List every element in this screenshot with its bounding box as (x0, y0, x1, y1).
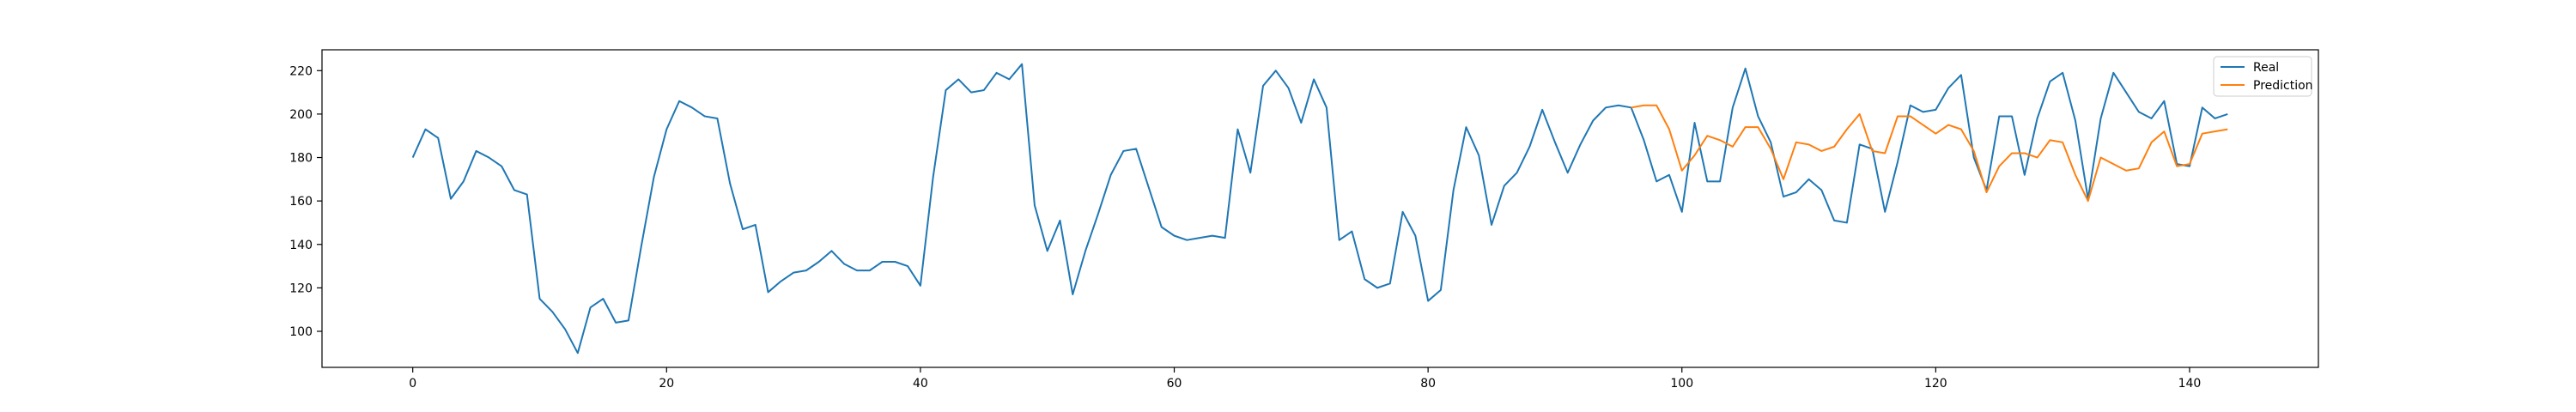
x-tick-label: 40 (913, 377, 928, 391)
y-tick-label: 100 (289, 325, 313, 339)
x-tick-label: 80 (1420, 377, 1436, 391)
y-axis: 100 120 140 160 180 200 220 (289, 64, 322, 339)
x-tick-label: 0 (409, 377, 416, 391)
y-tick-label: 220 (289, 64, 313, 78)
plot-area (322, 50, 2318, 367)
x-tick-label: 120 (1924, 377, 1947, 391)
series-line-prediction (1631, 104, 2228, 203)
x-axis: 0 20 40 60 80 100 120 140 (409, 367, 2201, 391)
legend-label-real: Real (2253, 61, 2279, 75)
x-tick-label: 20 (659, 377, 674, 391)
series-line-real (411, 63, 2228, 354)
legend: Real Prediction (2213, 56, 2313, 97)
y-tick-label: 200 (289, 108, 313, 122)
x-tick-label: 100 (1670, 377, 1693, 391)
y-tick-label: 140 (289, 239, 313, 252)
y-tick-label: 180 (289, 152, 313, 166)
legend-label-prediction: Prediction (2253, 79, 2313, 93)
series-layer (411, 63, 2228, 354)
y-tick-label: 160 (289, 195, 313, 209)
plot-frame (321, 49, 2319, 368)
x-tick-label: 140 (2178, 377, 2202, 391)
y-tick-label: 120 (289, 282, 313, 295)
x-tick-label: 60 (1167, 377, 1182, 391)
